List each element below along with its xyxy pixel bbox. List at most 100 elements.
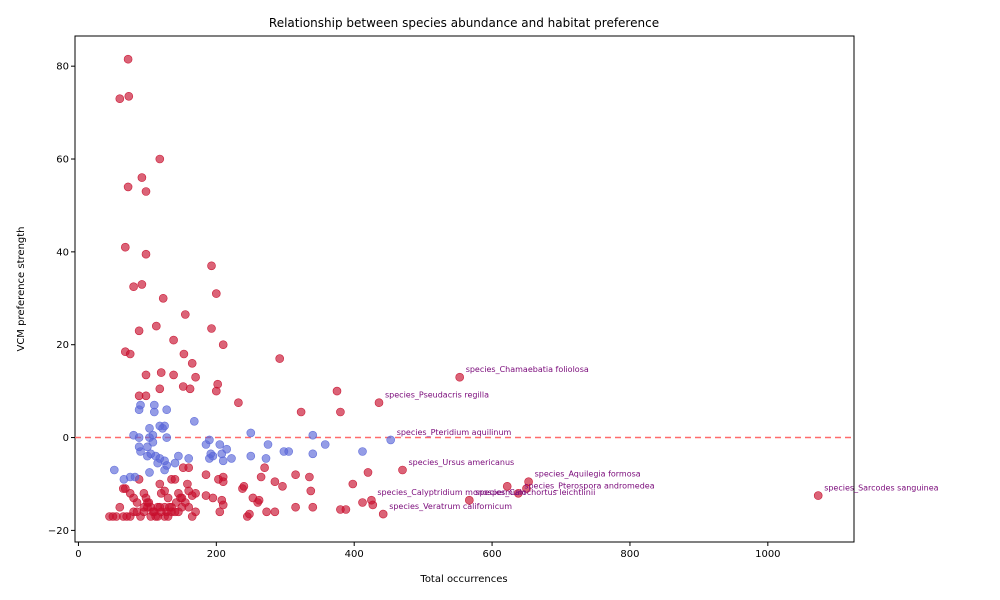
y-tick-label: 60 (56, 155, 69, 166)
data-point (115, 94, 125, 103)
data-point (176, 493, 185, 503)
plot-marks (75, 54, 854, 521)
annotations: species_Chamaebatia foliolosa species_Pse… (377, 365, 938, 511)
data-point (341, 505, 351, 514)
data-point (110, 465, 119, 475)
y-tick-label: 40 (56, 247, 69, 258)
data-point (145, 468, 154, 477)
data-point (156, 488, 166, 498)
data-point (156, 368, 166, 377)
data-point (129, 282, 138, 292)
data-point (246, 428, 256, 438)
data-point (374, 398, 384, 408)
x-tick-label: 200 (207, 549, 226, 560)
x-axis-label: Total occurrences (419, 574, 507, 585)
data-point (183, 479, 192, 489)
data-point (105, 512, 114, 521)
data-point (218, 340, 228, 350)
data-point (246, 451, 256, 461)
data-point (260, 463, 269, 473)
annotation-label: species_Chamaebatia foliolosa (466, 365, 589, 374)
data-point (123, 54, 133, 64)
data-point (215, 507, 225, 517)
data-point (455, 372, 465, 382)
data-point (137, 173, 147, 182)
data-point (184, 502, 193, 512)
data-point (141, 391, 151, 401)
data-point (239, 481, 249, 491)
annotation-label: species_Calyptridium monospermum (377, 488, 526, 497)
data-point (121, 242, 130, 252)
data-point (378, 509, 388, 519)
data-point (332, 386, 342, 396)
data-point (227, 454, 236, 463)
data-point (137, 280, 147, 289)
data-point (218, 456, 228, 466)
x-tick-label: 600 (483, 549, 502, 560)
data-point (254, 495, 264, 505)
data-point (358, 498, 367, 507)
data-point (123, 182, 133, 192)
data-point (170, 507, 180, 517)
y-tick-label: 80 (56, 62, 69, 73)
data-point (243, 512, 252, 521)
chart-title: Relationship between species abundance a… (269, 16, 659, 30)
data-point (217, 449, 227, 459)
data-point (813, 491, 823, 500)
data-point (306, 486, 316, 496)
data-point (130, 472, 140, 482)
data-point (160, 421, 169, 431)
annotation-label: species_Veratrum californicum (389, 502, 512, 511)
data-point (207, 261, 216, 271)
data-point (170, 474, 180, 484)
annotation-label: species_Aquilegia formosa (535, 470, 641, 479)
data-point (170, 458, 180, 468)
data-point (145, 423, 154, 433)
data-point (270, 507, 280, 517)
data-point (141, 370, 151, 380)
data-point (214, 474, 223, 484)
data-point (190, 416, 199, 426)
data-point (160, 465, 169, 475)
y-axis-label: VCM preference strength (16, 226, 27, 351)
data-point (151, 512, 160, 521)
data-point (308, 430, 318, 440)
data-point (348, 479, 358, 489)
data-point (115, 502, 125, 512)
x-tick-label: 800 (620, 549, 639, 560)
data-point (201, 470, 211, 480)
data-point (207, 324, 216, 333)
data-point (191, 372, 200, 382)
data-point (368, 500, 378, 510)
data-point (320, 440, 330, 449)
data-point (363, 468, 373, 477)
data-point (184, 463, 193, 473)
data-point (513, 488, 523, 498)
data-point (134, 433, 144, 442)
data-point (358, 447, 367, 456)
data-point (134, 405, 144, 415)
annotation-label: species_Calochortus leichtlinii (475, 488, 595, 497)
data-point (308, 502, 318, 512)
data-point (278, 481, 287, 491)
data-point (150, 407, 159, 417)
data-point (179, 349, 189, 359)
data-point (165, 502, 174, 512)
data-point (256, 472, 266, 482)
data-point (162, 433, 171, 442)
data-point (308, 449, 318, 459)
data-point (284, 447, 294, 456)
data-point (153, 458, 162, 468)
data-point (522, 484, 531, 493)
data-point (263, 440, 273, 449)
data-point (208, 493, 218, 503)
axis-ticks: 0 200 400 600 800 1000 −20 0 20 40 60 80 (48, 62, 781, 560)
annotation-label: species_Ursus americanus (409, 458, 515, 467)
y-tick-label: 20 (56, 340, 69, 351)
data-point (184, 454, 193, 463)
data-point (213, 379, 222, 389)
data-point (386, 435, 396, 445)
x-tick-label: 0 (75, 549, 81, 560)
data-point (218, 500, 228, 510)
data-point (185, 384, 195, 394)
